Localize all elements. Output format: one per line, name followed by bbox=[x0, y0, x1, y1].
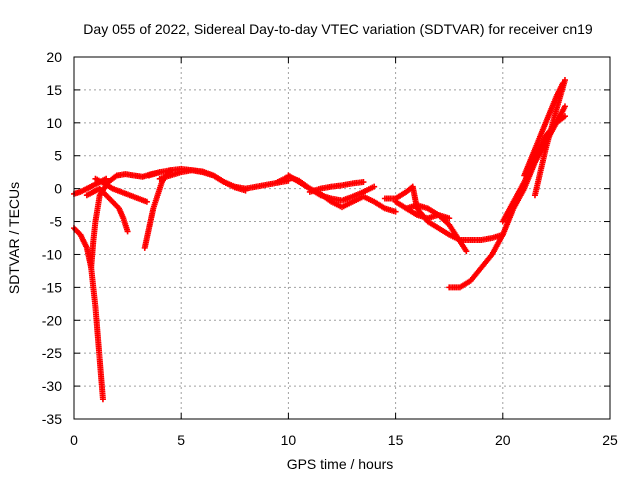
y-tick-label: 5 bbox=[54, 148, 62, 164]
series-arc-early-3 bbox=[92, 175, 150, 205]
data-point bbox=[371, 183, 378, 190]
data-point bbox=[561, 77, 568, 84]
y-tick-label: -35 bbox=[42, 411, 62, 427]
series-arc-mid-spike bbox=[141, 167, 174, 251]
data-point bbox=[463, 248, 470, 255]
series-arc-mid-2 bbox=[156, 167, 249, 194]
data-point bbox=[561, 103, 568, 110]
y-tick-label: -10 bbox=[42, 246, 62, 262]
x-tick-label: 15 bbox=[388, 432, 404, 448]
data-points bbox=[71, 77, 568, 403]
plot-frame bbox=[73, 56, 611, 420]
x-tick-label: 0 bbox=[70, 432, 78, 448]
series-arc-rise-1 bbox=[88, 172, 120, 271]
series-arc-dip-1 bbox=[71, 225, 106, 403]
y-tick-label: -5 bbox=[50, 214, 63, 230]
y-tick-label: 10 bbox=[46, 115, 62, 131]
data-point bbox=[124, 228, 131, 235]
grid bbox=[74, 57, 610, 419]
y-tick-label: -25 bbox=[42, 345, 62, 361]
y-axis-label: SDTVAR / TECUs bbox=[6, 182, 22, 294]
data-point bbox=[561, 113, 568, 120]
x-axis-label: GPS time / hours bbox=[287, 456, 394, 472]
data-point bbox=[242, 187, 249, 194]
data-point bbox=[360, 179, 367, 186]
data-point bbox=[143, 198, 150, 205]
y-tick-label: 20 bbox=[46, 49, 62, 65]
series-arc-early-2 bbox=[83, 185, 131, 235]
data-point bbox=[103, 175, 110, 182]
series-arc-mid-4 bbox=[285, 172, 399, 215]
series-arc-late-5 bbox=[499, 103, 568, 225]
y-tick-label: 15 bbox=[46, 82, 62, 98]
y-tick-label: -15 bbox=[42, 279, 62, 295]
series-arc-late-7 bbox=[531, 77, 568, 199]
data-point bbox=[99, 396, 106, 403]
series-arc-late-3 bbox=[403, 205, 453, 222]
y-tick-label: -30 bbox=[42, 378, 62, 394]
series-arc-mid-5 bbox=[306, 179, 367, 195]
x-tick-label: 10 bbox=[281, 432, 297, 448]
data-point bbox=[392, 208, 399, 215]
x-tick-label: 25 bbox=[602, 432, 618, 448]
series-arc-late-2 bbox=[392, 198, 470, 255]
x-tick-label: 20 bbox=[495, 432, 511, 448]
data-point bbox=[446, 215, 453, 222]
x-tick-label: 5 bbox=[177, 432, 185, 448]
series-arc-late-1 bbox=[381, 183, 506, 243]
chart-title: Day 055 of 2022, Sidereal Day-to-day VTE… bbox=[83, 21, 593, 37]
y-tick-label: 0 bbox=[54, 181, 62, 197]
axis-ticks: 0 5 10 15 20 25 -35 -30 -25 -20 -15 -10 -5 0 5 10 15 20 bbox=[42, 49, 618, 448]
y-tick-label: -20 bbox=[42, 312, 62, 328]
